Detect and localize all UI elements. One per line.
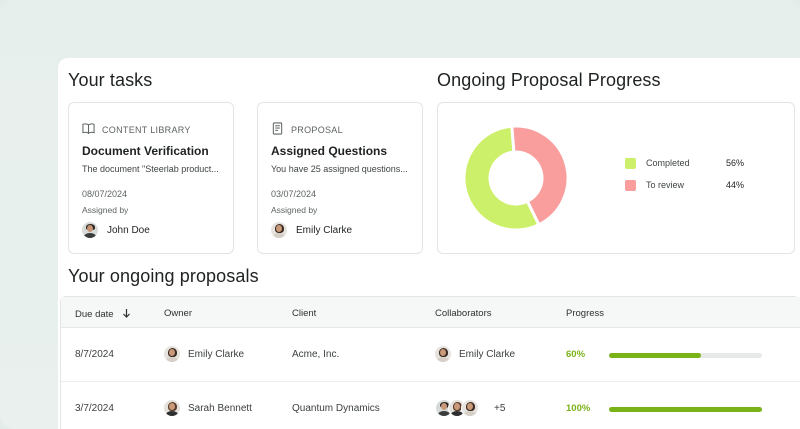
- client-cell: Acme, Inc.: [292, 349, 340, 360]
- table-header: Due date Owner Client Collaborators Prog…: [61, 297, 800, 328]
- task-date: 08/07/2024: [82, 189, 128, 199]
- donut-slice-completed: [464, 124, 541, 232]
- column-header-progress[interactable]: Progress: [566, 308, 605, 319]
- owner-cell: Sarah Bennett: [164, 400, 252, 416]
- collaborators-cell: +5: [435, 399, 505, 417]
- task-title: Assigned Questions: [271, 144, 388, 158]
- task-assignee: Emily Clarke: [271, 222, 352, 238]
- legend-label: To review: [646, 180, 685, 190]
- task-type-label: PROPOSAL: [291, 124, 343, 135]
- collaborator-name: Emily Clarke: [459, 348, 516, 360]
- arrow-down-icon: [122, 308, 131, 321]
- legend-value: 56%: [726, 158, 745, 168]
- donut-slice-to-review: [510, 124, 570, 227]
- avatar: [164, 400, 180, 416]
- avatar: [435, 346, 451, 362]
- task-description: You have 25 assigned questions...: [271, 164, 408, 174]
- progress-bar-fill: [609, 353, 701, 358]
- progress-percent: 100%: [566, 403, 591, 414]
- chart-legend: Completed 56% To review 44%: [625, 152, 744, 196]
- task-date: 03/07/2024: [271, 189, 317, 199]
- progress-bar: [609, 353, 762, 358]
- donut-chart: [464, 124, 570, 232]
- task-card-document-verification[interactable]: CONTENT LIBRARY Document Verification Th…: [68, 102, 234, 254]
- proposals-heading: Your ongoing proposals: [68, 266, 259, 286]
- task-type: CONTENT LIBRARY: [82, 122, 191, 137]
- task-type: PROPOSAL: [271, 122, 343, 137]
- table-row[interactable]: 3/7/2024 Sarah Bennett Quantum Dynamics …: [61, 382, 800, 429]
- avatar: [271, 222, 287, 238]
- due-date-cell: 3/7/2024: [75, 403, 114, 414]
- legend-label: Completed: [646, 158, 690, 168]
- legend-item-to-review: To review 44%: [625, 174, 744, 196]
- due-date-cell: 8/7/2024: [75, 349, 114, 360]
- tasks-heading: Your tasks: [68, 70, 153, 90]
- column-header-owner[interactable]: Owner: [164, 308, 192, 319]
- assignee-name: Emily Clarke: [296, 224, 353, 236]
- avatar: [82, 222, 98, 238]
- owner-cell: Emily Clarke: [164, 346, 244, 362]
- assigned-by-label: Assigned by: [271, 205, 318, 215]
- task-title: Document Verification: [82, 144, 209, 158]
- task-card-assigned-questions[interactable]: PROPOSAL Assigned Questions You have 25 …: [257, 102, 423, 254]
- progress-bar: [609, 407, 762, 412]
- column-header-collaborators[interactable]: Collaborators: [435, 308, 492, 319]
- assigned-by-label: Assigned by: [82, 205, 129, 215]
- book-icon: [82, 122, 95, 137]
- owner-name: Emily Clarke: [188, 348, 245, 360]
- progress-percent: 60%: [566, 349, 586, 360]
- proposal-progress-card: Completed 56% To review 44%: [437, 102, 795, 254]
- task-type-label: CONTENT LIBRARY: [102, 124, 191, 135]
- progress-bar-fill: [609, 407, 762, 412]
- column-header-label: Due date: [75, 309, 114, 320]
- task-description: The document "Steerlab product...: [82, 164, 219, 174]
- column-header-due-date[interactable]: Due date: [75, 308, 131, 321]
- legend-swatch-to-review: [625, 179, 636, 191]
- owner-name: Sarah Bennett: [188, 402, 252, 414]
- column-header-client[interactable]: Client: [292, 308, 317, 319]
- progress-heading: Ongoing Proposal Progress: [437, 70, 661, 90]
- table-row[interactable]: 8/7/2024 Emily Clarke Acme, Inc. Emily C…: [61, 328, 800, 382]
- collaborator-avatars: [435, 399, 479, 417]
- avatar: [461, 399, 479, 417]
- client-cell: Quantum Dynamics: [292, 403, 380, 414]
- document-icon: [271, 122, 284, 137]
- collaborator-count: +5: [494, 402, 506, 414]
- dashboard-panel: Your tasks Ongoing Proposal Progress CON…: [58, 58, 800, 429]
- legend-swatch-completed: [625, 157, 636, 169]
- collaborators-cell: Emily Clarke: [435, 346, 515, 362]
- legend-value: 44%: [726, 180, 745, 190]
- avatar: [164, 346, 180, 362]
- task-assignee: John Doe: [82, 222, 150, 238]
- legend-item-completed: Completed 56%: [625, 152, 744, 174]
- assignee-name: John Doe: [107, 224, 150, 236]
- proposals-table: Due date Owner Client Collaborators Prog…: [60, 296, 800, 429]
